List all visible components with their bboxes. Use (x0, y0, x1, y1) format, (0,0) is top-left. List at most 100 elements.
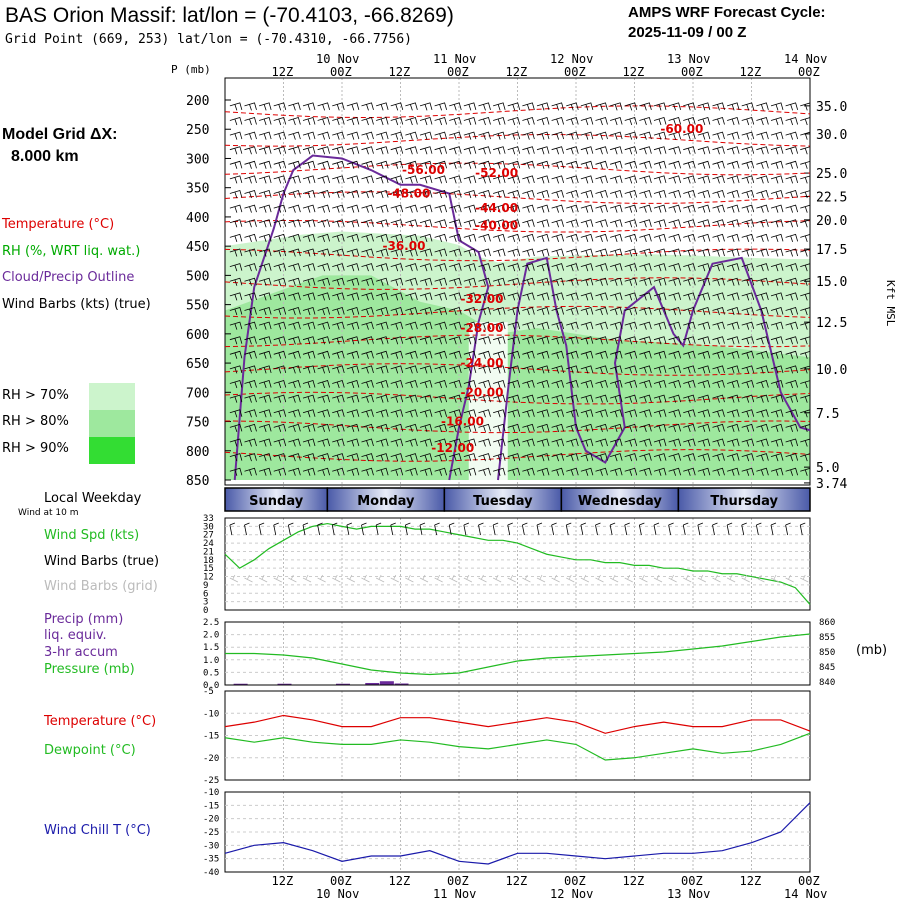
wind-barb (683, 175, 696, 184)
wind-barb (785, 263, 799, 272)
wind-barb (551, 438, 565, 447)
wind-barb (770, 336, 784, 345)
wind-barb (551, 219, 565, 228)
wind-barb (712, 292, 725, 301)
wind-barb (610, 306, 623, 316)
wind-barb (405, 248, 418, 257)
wind-barb (478, 423, 491, 433)
wind-barb (770, 146, 784, 155)
wind-barb (536, 263, 550, 272)
wind-barb (639, 336, 652, 345)
wind-barb (463, 380, 477, 389)
time-date-label-top: 14 Nov (784, 52, 827, 66)
wind-barb (346, 277, 360, 286)
surface-wind-barb (521, 522, 528, 536)
wind-barb (800, 190, 810, 199)
wind-barb (785, 233, 799, 243)
wind-barb (449, 219, 462, 228)
wind-barb (273, 394, 287, 403)
wind-barb (229, 350, 243, 359)
surface-grid-barb (419, 574, 429, 583)
surface-grid-barb (566, 574, 575, 583)
surface-grid-barb (302, 574, 312, 583)
wind-barb (478, 190, 491, 199)
wind-barb (800, 380, 810, 389)
wind-barb (536, 116, 550, 126)
wind-barb (405, 438, 418, 447)
wind-barb (288, 409, 301, 418)
wind-barb (346, 394, 360, 403)
time-date-label-top: 13 Nov (667, 52, 710, 66)
wind-barb (610, 160, 623, 169)
wind-barb (288, 102, 301, 111)
wind-barb (580, 409, 594, 418)
wind-barb (653, 306, 667, 316)
wind-barb (434, 160, 448, 169)
wind-barb (800, 219, 810, 228)
wind-barb (697, 438, 711, 447)
wind-barb (770, 263, 784, 272)
wind-barb (668, 423, 682, 433)
wind-barb (639, 306, 652, 316)
wind-barb (683, 321, 696, 330)
wind-barb (639, 292, 652, 301)
wind-barb (244, 219, 257, 228)
wind-barb (610, 292, 623, 301)
wind-barb (332, 204, 345, 213)
wind-barb (259, 219, 272, 228)
wind-barb (566, 146, 579, 155)
panel-y-tick-label: 1.0 (203, 656, 219, 666)
time-hour-label-top: 00Z (798, 65, 820, 79)
wind-barb (800, 394, 810, 403)
wind-barb (376, 365, 389, 374)
wind-barb (653, 146, 667, 155)
wind-barb (288, 438, 301, 447)
wind-barb (522, 453, 535, 462)
wind-barb (493, 175, 506, 184)
wind-barb (229, 453, 243, 462)
wind-barb (376, 423, 389, 433)
surface-wind-barb (755, 522, 762, 536)
wind-barb (610, 394, 623, 403)
surface-wind-barb (478, 522, 484, 536)
wind-barb (376, 350, 389, 359)
panel-y-tick-label: 30 (203, 522, 214, 532)
wind-barb (288, 380, 301, 389)
panel-right-tick-label: 845 (819, 663, 835, 673)
wind-barb (668, 350, 682, 359)
wind-barb (463, 190, 477, 199)
wind-barb (332, 380, 345, 389)
wind-barb (449, 102, 462, 111)
wind-barb (800, 160, 810, 169)
wind-barb (361, 306, 374, 316)
wind-barb (419, 233, 433, 243)
wind-barb (566, 233, 579, 243)
surface-wind-barb (799, 522, 806, 536)
wind-barb (668, 190, 682, 199)
wind-barb (419, 248, 433, 257)
wind-barb (639, 146, 652, 155)
wind-barb (785, 131, 799, 140)
wind-barb (639, 365, 652, 374)
precip-bar (336, 683, 350, 685)
surface-wind-barb (390, 522, 396, 536)
wind-barb (653, 116, 667, 126)
wind-barb (493, 365, 506, 374)
wind-barb (683, 336, 696, 345)
wind-barb (361, 146, 374, 155)
model-grid-label: Model Grid ΔX: (2, 126, 118, 143)
panel-y-tick-label: -15 (203, 732, 219, 742)
wind-barb (376, 409, 389, 418)
wind-barb (332, 116, 345, 126)
wind-barb (595, 219, 608, 228)
wind-barb (639, 394, 652, 403)
wind-barb (800, 131, 810, 140)
kft-tick-label: 17.5 (816, 243, 847, 258)
wind-barb (712, 175, 725, 184)
wind-barb (800, 204, 810, 213)
wind-barb (580, 219, 594, 228)
wind-barb (580, 160, 594, 169)
wind-barb (756, 233, 769, 243)
wind-barb (697, 116, 711, 126)
wind-barb (376, 467, 389, 476)
